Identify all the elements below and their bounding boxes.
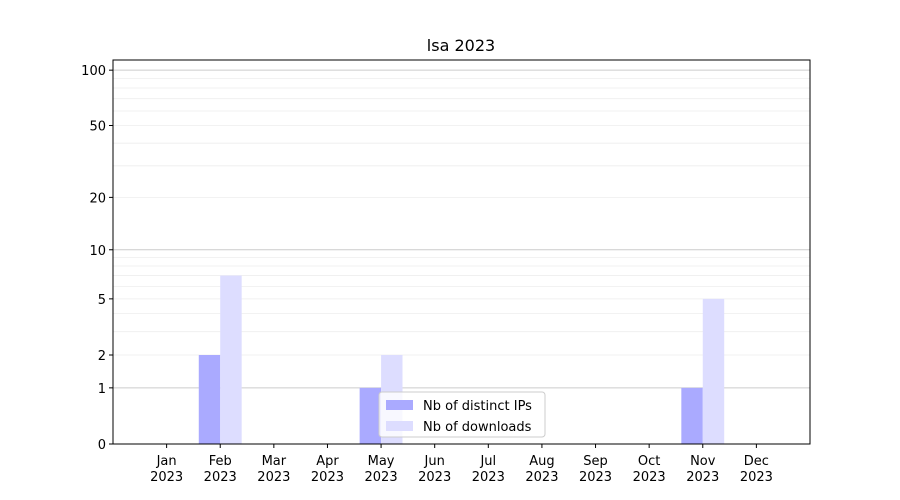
x-tick-label: Jan 2023 [150, 454, 183, 485]
x-tick-label: Feb 2023 [204, 454, 237, 485]
x-tick-label: Mar 2023 [257, 454, 290, 485]
chart-title: lsa 2023 [427, 36, 495, 55]
x-tick-label: Jul 2023 [472, 454, 505, 485]
legend: Nb of distinct IPs Nb of downloads [378, 391, 546, 438]
y-tick-label: 5 [98, 293, 106, 308]
x-tick-label: Oct 2023 [633, 454, 666, 485]
x-tick-label: Dec 2023 [740, 454, 773, 485]
legend-box [378, 391, 546, 438]
x-tick-label: Sep 2023 [579, 454, 612, 485]
y-tick-label: 100 [81, 64, 106, 79]
y-tick-label: 20 [89, 191, 106, 206]
y-tick-label: 0 [98, 438, 106, 453]
bar [220, 275, 242, 444]
plot-frame [112, 59, 811, 445]
x-tick-label: Nov 2023 [686, 454, 719, 485]
y-tick-label: 50 [89, 120, 106, 135]
legend-label: Nb of downloads [423, 420, 532, 435]
y-tick-label: 2 [98, 349, 106, 364]
legend-label: Nb of distinct IPs [423, 399, 532, 414]
bar [359, 387, 382, 444]
bar [681, 387, 703, 444]
x-tick-label: Jun 2023 [418, 454, 451, 485]
y-tick-label: 1 [98, 382, 106, 397]
x-tick-label: Aug 2023 [525, 454, 558, 485]
x-tick-label: Apr 2023 [311, 454, 344, 485]
bar [702, 298, 725, 444]
legend-swatch [386, 421, 413, 431]
bar [198, 355, 221, 444]
legend-swatch [386, 400, 413, 410]
x-tick-label: May 2023 [365, 454, 398, 485]
y-tick-label: 10 [89, 244, 106, 259]
